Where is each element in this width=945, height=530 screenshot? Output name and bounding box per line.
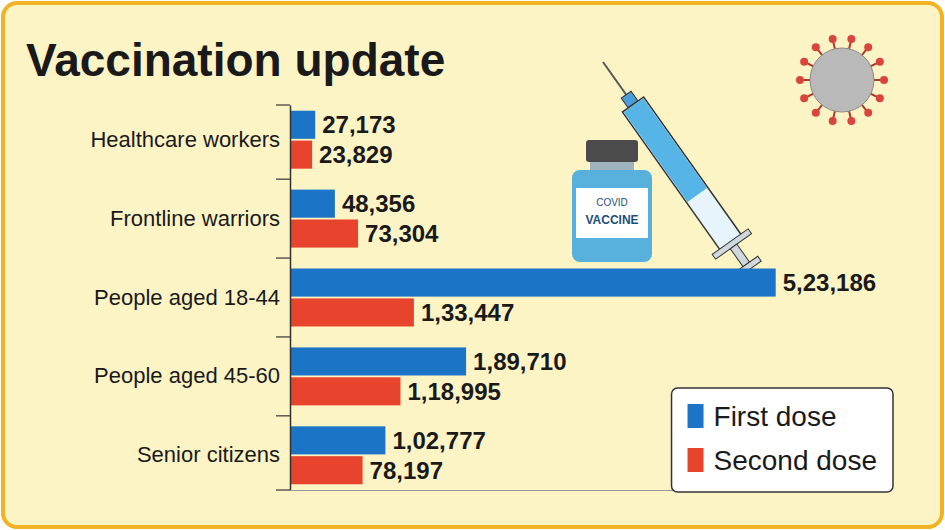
data-label: 1,89,710 (473, 348, 566, 375)
group-separator (276, 257, 290, 258)
y-tick-label: Senior citizens (137, 442, 280, 467)
vial-body (572, 170, 652, 262)
legend-box (672, 388, 893, 492)
vial-text: COVID (596, 197, 628, 208)
data-label: 23,829 (319, 141, 392, 168)
virus-spike-tip (847, 35, 855, 43)
legend-label: Second dose (714, 445, 877, 476)
virus-spike-tip (829, 117, 837, 125)
bar (290, 220, 358, 248)
virus-spike-tip (812, 43, 820, 51)
data-label: 48,356 (342, 190, 415, 217)
data-label: 1,02,777 (392, 427, 485, 454)
virus-spike-tip (800, 94, 808, 102)
data-label: 1,18,995 (407, 378, 500, 405)
group-separator (276, 336, 290, 337)
group-separator (276, 179, 290, 180)
y-tick-label: Frontline warriors (110, 206, 280, 231)
bar (290, 426, 385, 454)
legend-swatch (688, 448, 704, 472)
virus-icon (796, 35, 888, 125)
y-tick: Senior citizens (137, 442, 280, 467)
syringe-needle (603, 62, 627, 96)
y-axis-line (290, 106, 292, 491)
virus-spike-tip (812, 109, 820, 117)
virus-spike-tip (847, 117, 855, 125)
data-label: 5,23,186 (783, 269, 876, 296)
data-label: 1,33,447 (421, 299, 514, 326)
virus-spike-tip (880, 76, 888, 84)
syringe-plunger (730, 244, 749, 267)
bar (290, 456, 363, 484)
data-label: 78,197 (370, 457, 443, 484)
bar (290, 141, 312, 169)
title: Vaccination update (26, 34, 445, 86)
bar (290, 347, 466, 375)
virus-spike-tip (864, 43, 872, 51)
background (3, 3, 942, 527)
group-separator (276, 489, 290, 490)
virus-spike-tip (796, 76, 804, 84)
y-tick: Healthcare workers (90, 127, 280, 152)
syringe-flange (712, 229, 751, 259)
vial-cap (586, 140, 638, 162)
data-label: 73,304 (365, 220, 439, 247)
virus-body (810, 48, 874, 112)
virus-spike-tip (864, 109, 872, 117)
vial-label (576, 188, 648, 238)
virus-spike-tip (829, 35, 837, 43)
vial-icon: COVID VACCINE (572, 140, 652, 262)
y-tick: Frontline warriors (110, 206, 280, 231)
virus-spike-tip (876, 94, 884, 102)
data-label: 27,173 (322, 111, 395, 138)
legend: First dose Second dose (672, 388, 893, 492)
virus-spike-tip (876, 58, 884, 66)
y-tick-label: Healthcare workers (90, 127, 280, 152)
y-axis: Healthcare workers Frontline warriors Peop… (90, 106, 290, 491)
legend-swatch (688, 404, 704, 428)
data-labels: 27,173 48,356 5,23,186 1,89,710 1,02,777 23,8… (319, 111, 876, 483)
group-separator (276, 415, 290, 416)
bar (290, 190, 335, 218)
group-separator (276, 104, 290, 105)
y-tick-label: People aged 45-60 (94, 363, 280, 388)
chart: Vaccination update COVID VACCINE 27,173 48,3… (0, 0, 945, 530)
y-tick: People aged 18-44 (94, 285, 280, 310)
legend-label: First dose (714, 401, 837, 432)
y-tick-label: People aged 18-44 (94, 285, 280, 310)
virus-spike-tip (800, 58, 808, 66)
bar (290, 298, 414, 326)
bar (290, 377, 400, 405)
bar (290, 269, 776, 297)
y-tick: People aged 45-60 (94, 363, 280, 388)
bar (290, 111, 315, 139)
vial-text: VACCINE (585, 213, 638, 227)
